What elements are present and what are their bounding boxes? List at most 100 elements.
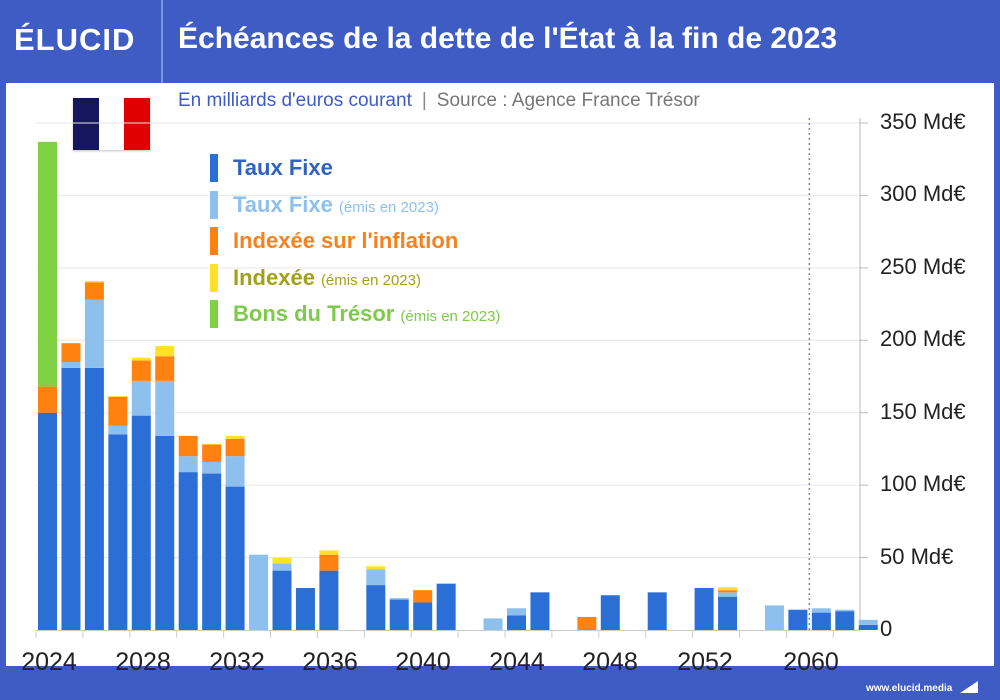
bar-segment bbox=[38, 141, 57, 387]
bar-segment bbox=[84, 367, 104, 630]
bar-segment bbox=[202, 444, 222, 462]
bar-segment bbox=[61, 367, 81, 630]
bar-segment bbox=[366, 585, 386, 630]
legend-swatch-icon bbox=[210, 300, 218, 329]
bar-segment bbox=[718, 596, 738, 630]
bar-segment bbox=[600, 595, 620, 630]
bar-2052 bbox=[694, 587, 714, 630]
bar-2034 bbox=[272, 557, 292, 630]
bar-segment bbox=[694, 587, 714, 630]
x-tick-label: 2032 bbox=[209, 648, 265, 676]
bar-2030 bbox=[178, 435, 198, 630]
x-tick-label: 2040 bbox=[395, 648, 451, 676]
x-tick-label: 2048 bbox=[582, 648, 638, 676]
y-tick-label: 50 Md€ bbox=[880, 543, 954, 569]
legend-item: Taux Fixe bbox=[210, 150, 500, 187]
bar-2035 bbox=[295, 587, 315, 630]
bar-2028 bbox=[131, 357, 151, 630]
bar-segment bbox=[155, 356, 175, 381]
bar-2026 bbox=[84, 280, 104, 630]
bar-post-2056 c bbox=[858, 619, 878, 630]
bar-2050 bbox=[647, 592, 667, 630]
bar-segment bbox=[131, 380, 151, 416]
elucid-logo: ÉLUCID bbox=[14, 22, 136, 57]
y-tick-label: 0 bbox=[880, 616, 893, 641]
subtitle-separator: | bbox=[421, 90, 427, 111]
bar-segment bbox=[225, 435, 245, 439]
bar-segment bbox=[272, 557, 292, 564]
bar-segment bbox=[131, 415, 151, 630]
bar-2024 bbox=[38, 141, 57, 630]
legend-label: Taux Fixe (émis en 2023) bbox=[233, 191, 439, 217]
y-tick-label: 100 Md€ bbox=[880, 471, 966, 497]
y-tick-label: 150 Md€ bbox=[880, 398, 966, 424]
legend-label: Bons du Trésor (émis en 2023) bbox=[233, 301, 501, 327]
bar-segment bbox=[858, 624, 878, 630]
bar-segment bbox=[108, 396, 128, 426]
legend-item: Taux Fixe (émis en 2023) bbox=[210, 187, 500, 224]
x-tick-label: 2024 bbox=[21, 648, 77, 676]
bar-segment bbox=[389, 599, 409, 630]
legend-note: (émis en 2023) bbox=[400, 308, 501, 326]
bar-segment bbox=[178, 456, 198, 473]
bar-segment bbox=[577, 616, 597, 630]
y-tick-label: 200 Md€ bbox=[880, 326, 966, 352]
bar-segment bbox=[155, 380, 175, 436]
bar-segment bbox=[202, 473, 222, 630]
bar-2043 bbox=[483, 618, 503, 630]
bar-segment bbox=[108, 425, 128, 435]
chart-title: Échéances de la dette de l'État à la fin… bbox=[178, 22, 838, 55]
bar-segment bbox=[835, 611, 855, 630]
legend-note: (émis en 2023) bbox=[320, 271, 421, 289]
bar-post-2056 a bbox=[811, 608, 831, 630]
header: ÉLUCID Échéances de la dette de l'État à… bbox=[0, 0, 1000, 83]
source-label: Source : Agence France Trésor bbox=[436, 90, 700, 111]
bar-2048 bbox=[600, 595, 620, 630]
unit-label: En milliards d'euros courant bbox=[178, 90, 412, 111]
bar-segment bbox=[483, 618, 503, 630]
bar-segment bbox=[530, 592, 550, 630]
bar-segment bbox=[647, 592, 667, 630]
bar-segment bbox=[84, 282, 104, 300]
bar-2033 bbox=[249, 554, 269, 630]
footer-url[interactable]: www.elucid.media bbox=[866, 683, 953, 694]
bar-segment bbox=[718, 592, 738, 597]
bar-segment bbox=[249, 554, 269, 630]
bar-segment bbox=[507, 608, 526, 616]
bar-segment bbox=[319, 550, 339, 555]
bar-segment bbox=[178, 472, 198, 630]
chart-subtitle: En milliards d'euros courant | Source : Ag… bbox=[178, 90, 700, 112]
french-flag-icon bbox=[73, 98, 151, 150]
bar-segment bbox=[858, 619, 878, 625]
bar-segment bbox=[413, 602, 433, 630]
bar-segment bbox=[272, 563, 292, 571]
bar-segment bbox=[718, 587, 738, 591]
bar-segment bbox=[38, 386, 57, 413]
bar-segment bbox=[155, 435, 175, 630]
bar-segment bbox=[319, 554, 339, 571]
bar-segment bbox=[61, 343, 81, 363]
legend-note: (émis en 2023) bbox=[338, 198, 439, 216]
x-tick-label: 2028 bbox=[115, 648, 171, 676]
x-tick-label: 2036 bbox=[302, 648, 358, 676]
bar-segment bbox=[202, 443, 222, 445]
bar-segment bbox=[108, 396, 128, 397]
bar-2055 bbox=[764, 605, 784, 630]
bar-segment bbox=[366, 569, 386, 586]
y-tick-label: 250 Md€ bbox=[880, 253, 966, 279]
bar-segment bbox=[788, 609, 808, 630]
header-divider bbox=[161, 0, 163, 83]
bar-2029 bbox=[155, 346, 175, 630]
bar-2053 bbox=[718, 587, 738, 630]
legend-item: Indexée sur l'inflation bbox=[210, 223, 500, 260]
bar-2025 bbox=[61, 343, 81, 630]
bar-2056 bbox=[788, 609, 808, 630]
bar-segment bbox=[131, 360, 151, 381]
bar-segment bbox=[38, 412, 57, 630]
x-tick-label: 2060 bbox=[783, 648, 839, 676]
legend-swatch-icon bbox=[210, 190, 218, 219]
bar-segment bbox=[366, 566, 386, 570]
bar-2047 bbox=[577, 616, 597, 630]
legend-label: Indexée sur l'inflation bbox=[233, 228, 459, 254]
